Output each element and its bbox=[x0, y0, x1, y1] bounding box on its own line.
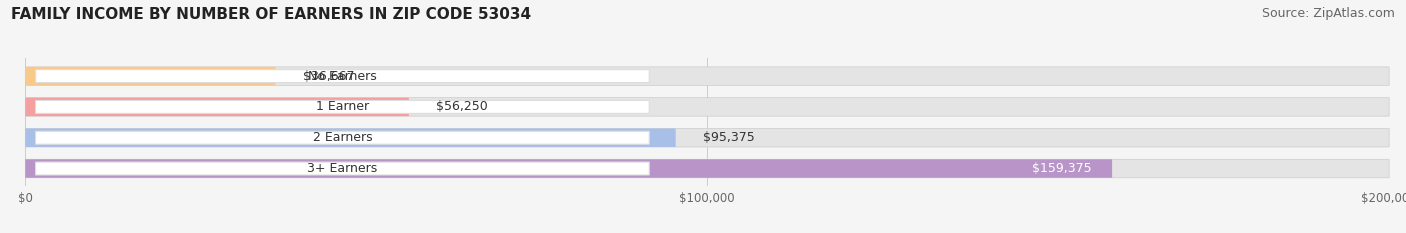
Text: 3+ Earners: 3+ Earners bbox=[308, 162, 378, 175]
FancyBboxPatch shape bbox=[35, 70, 650, 82]
Text: No Earners: No Earners bbox=[308, 70, 377, 83]
FancyBboxPatch shape bbox=[25, 159, 1389, 178]
Text: FAMILY INCOME BY NUMBER OF EARNERS IN ZIP CODE 53034: FAMILY INCOME BY NUMBER OF EARNERS IN ZI… bbox=[11, 7, 531, 22]
Text: $36,667: $36,667 bbox=[302, 70, 354, 83]
FancyBboxPatch shape bbox=[25, 98, 1389, 116]
FancyBboxPatch shape bbox=[25, 98, 409, 116]
Text: $95,375: $95,375 bbox=[703, 131, 755, 144]
Text: Source: ZipAtlas.com: Source: ZipAtlas.com bbox=[1261, 7, 1395, 20]
Text: $56,250: $56,250 bbox=[436, 100, 488, 113]
FancyBboxPatch shape bbox=[25, 159, 1112, 178]
Text: 2 Earners: 2 Earners bbox=[312, 131, 373, 144]
FancyBboxPatch shape bbox=[25, 67, 1389, 85]
FancyBboxPatch shape bbox=[35, 162, 650, 175]
FancyBboxPatch shape bbox=[25, 67, 276, 85]
FancyBboxPatch shape bbox=[25, 128, 676, 147]
Text: 1 Earner: 1 Earner bbox=[316, 100, 368, 113]
FancyBboxPatch shape bbox=[25, 128, 1389, 147]
FancyBboxPatch shape bbox=[35, 131, 650, 144]
Text: $159,375: $159,375 bbox=[1032, 162, 1091, 175]
FancyBboxPatch shape bbox=[35, 100, 650, 113]
